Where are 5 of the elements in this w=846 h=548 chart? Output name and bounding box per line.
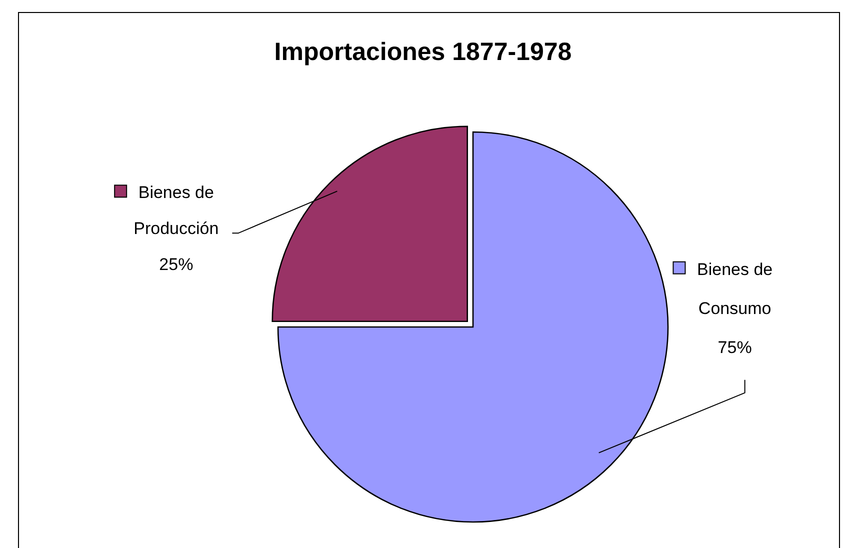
legend-label: Bienes de Producción (134, 183, 219, 238)
legend-label: Bienes de Consumo (697, 260, 773, 318)
data-label: 75% (718, 338, 752, 357)
data-label: 25% (159, 255, 194, 274)
chart-title: Importaciones 1877-1978 (273, 38, 573, 67)
